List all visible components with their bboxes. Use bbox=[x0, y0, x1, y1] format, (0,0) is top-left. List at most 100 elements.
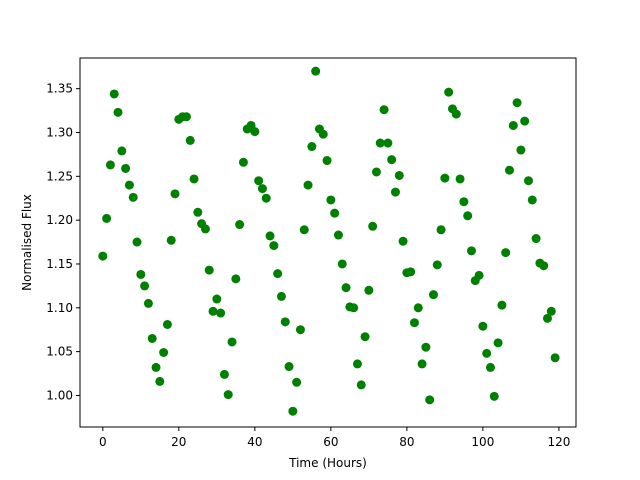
data-point bbox=[451, 109, 461, 119]
y-tick-label: 1.20 bbox=[46, 213, 73, 227]
data-point bbox=[542, 313, 552, 323]
data-point bbox=[398, 236, 408, 246]
data-point bbox=[257, 184, 267, 194]
y-tick-label: 1.25 bbox=[46, 169, 73, 183]
data-point bbox=[318, 129, 328, 139]
data-point bbox=[341, 283, 351, 293]
data-point bbox=[379, 105, 389, 115]
x-tick-label: 20 bbox=[171, 435, 186, 449]
data-point bbox=[352, 359, 362, 369]
data-point bbox=[421, 342, 431, 352]
data-point bbox=[143, 298, 153, 308]
data-point bbox=[523, 176, 533, 186]
data-point bbox=[394, 170, 404, 180]
x-axis-ticks: 0 20 40 60 80 100 120 bbox=[99, 427, 570, 449]
data-point bbox=[102, 213, 112, 223]
x-tick-label: 0 bbox=[99, 435, 107, 449]
data-point bbox=[276, 291, 286, 301]
data-point bbox=[292, 377, 302, 387]
y-axis-label: Normalised Flux bbox=[20, 194, 34, 291]
x-tick-label: 100 bbox=[471, 435, 494, 449]
data-point bbox=[474, 270, 484, 280]
data-point bbox=[466, 246, 476, 256]
data-point bbox=[140, 281, 150, 291]
data-point bbox=[223, 390, 233, 400]
data-point bbox=[307, 142, 317, 152]
data-point bbox=[478, 321, 488, 331]
data-point bbox=[128, 192, 138, 202]
data-point bbox=[387, 155, 397, 165]
data-point bbox=[124, 180, 134, 190]
data-point bbox=[121, 163, 131, 173]
data-point bbox=[311, 66, 321, 76]
data-point bbox=[546, 306, 556, 316]
y-tick-label: 1.35 bbox=[46, 82, 73, 96]
data-point bbox=[303, 180, 313, 190]
data-point bbox=[330, 208, 340, 218]
data-point bbox=[516, 145, 526, 155]
data-point bbox=[193, 207, 203, 217]
data-point bbox=[288, 406, 298, 416]
data-point bbox=[162, 319, 172, 329]
data-point bbox=[364, 285, 374, 295]
data-point bbox=[360, 332, 370, 342]
data-point bbox=[299, 225, 309, 235]
data-point bbox=[368, 221, 378, 231]
data-point bbox=[508, 120, 518, 130]
data-point bbox=[349, 303, 359, 313]
data-point bbox=[463, 211, 473, 221]
y-tick-label: 1.05 bbox=[46, 345, 73, 359]
data-point bbox=[147, 333, 157, 343]
data-point bbox=[455, 174, 465, 184]
data-point bbox=[261, 193, 271, 203]
data-point bbox=[273, 269, 283, 279]
data-point bbox=[208, 306, 218, 316]
data-point bbox=[459, 197, 469, 207]
data-point bbox=[337, 259, 347, 269]
data-point bbox=[117, 146, 127, 156]
data-point bbox=[189, 174, 199, 184]
x-axis-label: Time (Hours) bbox=[288, 456, 367, 470]
data-point bbox=[512, 98, 522, 108]
data-point bbox=[170, 189, 180, 199]
data-point bbox=[520, 116, 530, 126]
data-point bbox=[550, 353, 560, 363]
data-point bbox=[132, 237, 142, 247]
data-point bbox=[113, 107, 123, 117]
data-point bbox=[440, 173, 450, 183]
data-point bbox=[216, 308, 226, 318]
data-point bbox=[219, 369, 229, 379]
data-point bbox=[269, 241, 279, 251]
data-point bbox=[444, 87, 454, 97]
data-point bbox=[531, 234, 541, 244]
x-tick-label: 40 bbox=[247, 435, 262, 449]
data-point bbox=[185, 135, 195, 145]
data-point bbox=[390, 187, 400, 197]
data-point bbox=[432, 260, 442, 270]
data-point bbox=[326, 195, 336, 205]
data-point bbox=[136, 269, 146, 279]
data-point bbox=[295, 325, 305, 335]
data-point bbox=[254, 176, 264, 186]
data-point bbox=[436, 225, 446, 235]
data-point bbox=[235, 220, 245, 230]
data-point bbox=[280, 317, 290, 327]
data-points bbox=[98, 66, 560, 416]
data-point bbox=[425, 395, 435, 405]
data-point bbox=[200, 224, 210, 234]
data-point bbox=[265, 231, 275, 241]
plot-area-frame bbox=[79, 57, 577, 428]
data-point bbox=[322, 156, 332, 166]
data-point bbox=[383, 138, 393, 148]
data-point bbox=[105, 160, 115, 170]
data-point bbox=[504, 165, 514, 175]
y-tick-label: 1.30 bbox=[46, 126, 73, 140]
data-point bbox=[155, 376, 165, 386]
data-point bbox=[166, 235, 176, 245]
y-tick-label: 1.00 bbox=[46, 388, 73, 402]
data-point bbox=[409, 318, 419, 328]
data-point bbox=[375, 138, 385, 148]
x-tick-label: 80 bbox=[399, 435, 414, 449]
data-point bbox=[250, 127, 260, 137]
